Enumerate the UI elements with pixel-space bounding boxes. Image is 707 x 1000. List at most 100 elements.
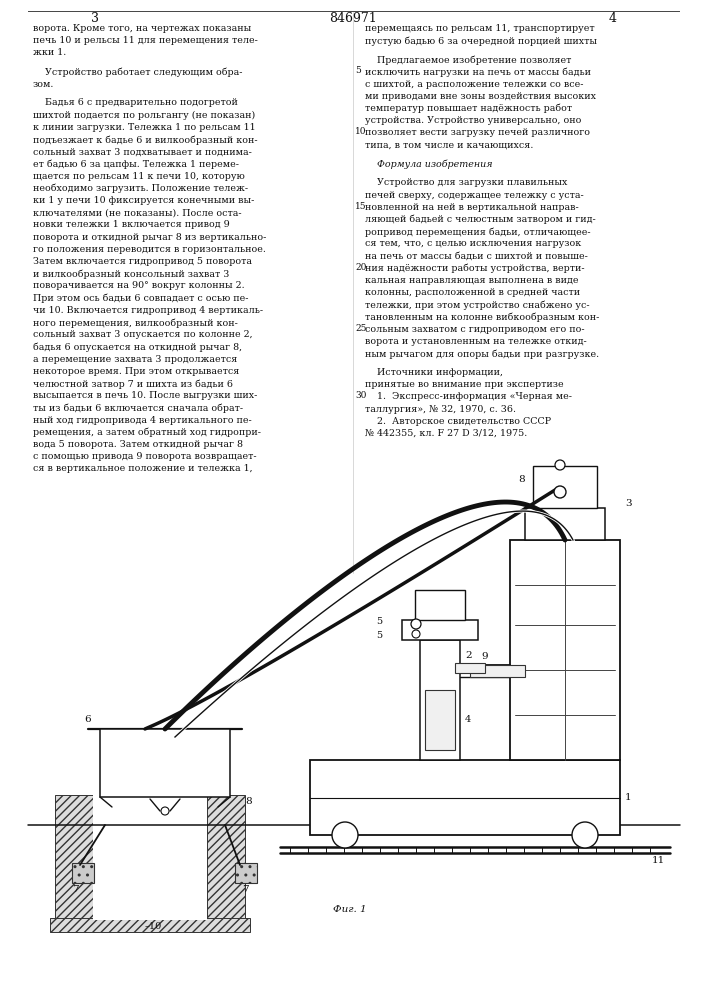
- Circle shape: [411, 619, 421, 629]
- Text: температур повышает надёжность работ: температур повышает надёжность работ: [365, 104, 572, 113]
- Text: Предлагаемое изобретение позволяет: Предлагаемое изобретение позволяет: [365, 55, 571, 65]
- Text: колонны, расположенной в средней части: колонны, расположенной в средней части: [365, 288, 580, 297]
- Text: –10: –10: [145, 922, 162, 931]
- Text: При этом ось бадьи 6 совпадает с осью пе-: При этом ось бадьи 6 совпадает с осью пе…: [33, 294, 248, 303]
- Text: бадья 6 опускается на откидной рычаг 8,: бадья 6 опускается на откидной рычаг 8,: [33, 342, 242, 352]
- Text: 4: 4: [609, 12, 617, 25]
- Text: ворота. Кроме того, на чертежах показаны: ворота. Кроме того, на чертежах показаны: [33, 24, 251, 33]
- Text: ся тем, что, с целью исключения нагрузок: ся тем, что, с целью исключения нагрузок: [365, 239, 581, 248]
- Text: Формула изобретения: Формула изобретения: [365, 159, 493, 169]
- Text: 5: 5: [355, 66, 361, 75]
- Bar: [533, 466, 597, 508]
- Circle shape: [554, 486, 566, 498]
- Bar: [525, 508, 605, 540]
- Text: некоторое время. При этом открывается: некоторое время. При этом открывается: [33, 367, 240, 376]
- Text: с помощью привода 9 поворота возвращает-: с помощью привода 9 поворота возвращает-: [33, 452, 257, 461]
- Circle shape: [161, 807, 169, 815]
- Text: печь 10 и рельсы 11 для перемещения теле-: печь 10 и рельсы 11 для перемещения теле…: [33, 36, 258, 45]
- Text: 3: 3: [625, 498, 631, 508]
- Text: 9: 9: [481, 652, 489, 661]
- Text: жки 1.: жки 1.: [33, 48, 66, 57]
- Text: ты из бадьи 6 включается сначала обрат-: ты из бадьи 6 включается сначала обрат-: [33, 403, 243, 413]
- Text: 11: 11: [651, 856, 665, 865]
- Text: тележки, при этом устройство снабжено ус-: тележки, при этом устройство снабжено ус…: [365, 300, 590, 310]
- Text: поворота и откидной рычаг 8 из вертикально-: поворота и откидной рычаг 8 из вертикаль…: [33, 233, 267, 242]
- Text: высыпается в печь 10. После выгрузки ших-: высыпается в печь 10. После выгрузки ших…: [33, 391, 257, 400]
- Text: и вилкообразный консольный захват 3: и вилкообразный консольный захват 3: [33, 269, 229, 279]
- Text: 6: 6: [85, 715, 91, 724]
- Text: ки 1 у печи 10 фиксируется конечными вы-: ки 1 у печи 10 фиксируется конечными вы-: [33, 196, 255, 205]
- Bar: [93, 795, 207, 920]
- Bar: [470, 665, 525, 677]
- Bar: [50, 918, 250, 932]
- Text: на печь от массы бадьи с шихтой и повыше-: на печь от массы бадьи с шихтой и повыше…: [365, 252, 588, 261]
- Circle shape: [555, 460, 565, 470]
- Bar: [425, 690, 455, 750]
- Text: 1: 1: [625, 794, 631, 802]
- Text: исключить нагрузки на печь от массы бадьи: исключить нагрузки на печь от массы бадь…: [365, 67, 591, 77]
- Text: Бадья 6 с предварительно подогретой: Бадья 6 с предварительно подогретой: [33, 98, 238, 107]
- Text: 4: 4: [465, 716, 472, 724]
- Text: принятые во внимание при экспертизе: принятые во внимание при экспертизе: [365, 380, 563, 389]
- Text: шихтой подается по рольгангу (не показан): шихтой подается по рольгангу (не показан…: [33, 111, 255, 120]
- Text: новки тележки 1 включается привод 9: новки тележки 1 включается привод 9: [33, 220, 230, 229]
- Text: сольным захватом с гидроприводом его по-: сольным захватом с гидроприводом его по-: [365, 325, 585, 334]
- Text: с шихтой, а расположение тележки со все-: с шихтой, а расположение тележки со все-: [365, 80, 583, 89]
- Circle shape: [572, 822, 598, 848]
- Text: зом.: зом.: [33, 80, 54, 89]
- Text: 5: 5: [376, 632, 382, 641]
- Text: 25: 25: [355, 324, 366, 333]
- Text: 846971: 846971: [329, 12, 377, 25]
- Text: вода 5 поворота. Затем откидной рычаг 8: вода 5 поворота. Затем откидной рычаг 8: [33, 440, 243, 449]
- Text: устройства. Устройство универсально, оно: устройства. Устройство универсально, оно: [365, 116, 581, 125]
- Text: 7: 7: [71, 885, 78, 894]
- Text: ремещения, а затем обратный ход гидропри-: ремещения, а затем обратный ход гидропри…: [33, 428, 261, 437]
- Text: сольный захват 3 опускается по колонне 2,: сольный захват 3 опускается по колонне 2…: [33, 330, 252, 339]
- Text: ным рычагом для опоры бадьи при разгрузке.: ным рычагом для опоры бадьи при разгрузк…: [365, 349, 599, 359]
- Text: ключателями (не показаны). После оста-: ключателями (не показаны). После оста-: [33, 208, 242, 217]
- Bar: [420, 640, 460, 760]
- Text: го положения переводится в горизонтальное.: го положения переводится в горизонтально…: [33, 245, 266, 254]
- Text: 20: 20: [355, 263, 366, 272]
- Text: Устройство работает следующим обра-: Устройство работает следующим обра-: [33, 67, 243, 77]
- Text: 8: 8: [518, 476, 525, 485]
- Text: 8: 8: [245, 798, 252, 806]
- Bar: [100, 729, 230, 797]
- Bar: [310, 760, 620, 835]
- Text: ет бадью 6 за цапфы. Тележка 1 переме-: ет бадью 6 за цапфы. Тележка 1 переме-: [33, 159, 239, 169]
- Text: 2.  Авторское свидетельство СССР: 2. Авторское свидетельство СССР: [365, 417, 551, 426]
- Text: чи 10. Включается гидропривод 4 вертикаль-: чи 10. Включается гидропривод 4 вертикал…: [33, 306, 263, 315]
- Text: 7: 7: [242, 885, 248, 894]
- Text: типа, в том числе и качающихся.: типа, в том числе и качающихся.: [365, 141, 533, 150]
- Text: челюстной затвор 7 и шихта из бадьи 6: челюстной затвор 7 и шихта из бадьи 6: [33, 379, 233, 389]
- Text: пустую бадью 6 за очередной порцией шихты: пустую бадью 6 за очередной порцией шихт…: [365, 36, 597, 46]
- Text: сольный захват 3 подхватывает и поднима-: сольный захват 3 подхватывает и поднима-: [33, 147, 252, 156]
- Text: позволяет вести загрузку печей различного: позволяет вести загрузку печей различног…: [365, 128, 590, 137]
- Text: Источники информации,: Источники информации,: [365, 368, 503, 377]
- Text: перемещаясь по рельсам 11, транспортирует: перемещаясь по рельсам 11, транспортируе…: [365, 24, 595, 33]
- Circle shape: [332, 822, 358, 848]
- Text: ный ход гидропривода 4 вертикального пе-: ный ход гидропривода 4 вертикального пе-: [33, 416, 252, 425]
- Text: Фиг. 1: Фиг. 1: [333, 905, 367, 914]
- Text: 5: 5: [376, 617, 382, 626]
- Bar: [510, 540, 620, 760]
- Text: подъезжает к бадье 6 и вилкообразный кон-: подъезжает к бадье 6 и вилкообразный кон…: [33, 135, 257, 145]
- Text: поворачивается на 90° вокруг колонны 2.: поворачивается на 90° вокруг колонны 2.: [33, 281, 245, 290]
- Text: тановленным на колонне вибкообразным кон-: тановленным на колонне вибкообразным кон…: [365, 313, 600, 322]
- Text: к линии загрузки. Тележка 1 по рельсам 11: к линии загрузки. Тележка 1 по рельсам 1…: [33, 123, 256, 132]
- Bar: [402, 620, 478, 640]
- Text: 10: 10: [355, 127, 366, 136]
- Text: ропривод перемещения бадьи, отличающее-: ропривод перемещения бадьи, отличающее-: [365, 227, 590, 237]
- Text: щается по рельсам 11 к печи 10, которую: щается по рельсам 11 к печи 10, которую: [33, 172, 245, 181]
- Text: 1.  Экспресс-информация «Черная ме-: 1. Экспресс-информация «Черная ме-: [365, 392, 572, 401]
- Text: ния надёжности работы устройства, верти-: ния надёжности работы устройства, верти-: [365, 264, 585, 273]
- Text: ного перемещения, вилкообразный кон-: ного перемещения, вилкообразный кон-: [33, 318, 238, 328]
- Text: кальная направляющая выполнена в виде: кальная направляющая выполнена в виде: [365, 276, 578, 285]
- Text: 15: 15: [355, 202, 367, 211]
- Bar: [415, 590, 465, 620]
- Bar: [72, 863, 94, 883]
- Circle shape: [412, 630, 420, 638]
- Text: ляющей бадьей с челюстным затвором и гид-: ляющей бадьей с челюстным затвором и гид…: [365, 215, 596, 224]
- Text: № 442355, кл. F 27 D 3/12, 1975.: № 442355, кл. F 27 D 3/12, 1975.: [365, 429, 527, 438]
- Bar: [207, 795, 245, 920]
